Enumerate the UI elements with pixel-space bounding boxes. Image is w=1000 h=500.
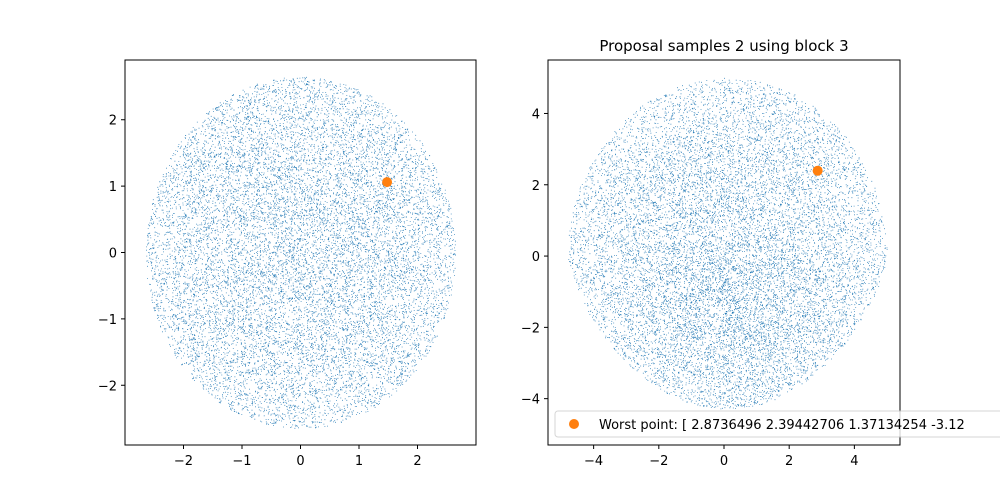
left-y-ticks: −2 −1 0 1 2 [98, 114, 125, 394]
left-x-tick-label: −1 [232, 454, 251, 469]
left-worst-point-marker [382, 177, 393, 188]
left-x-tick-label: 0 [296, 454, 304, 469]
right-y-tick-label: 0 [532, 250, 540, 265]
right-x-tick-label: 2 [785, 454, 793, 469]
right-y-tick-label: −4 [521, 393, 540, 408]
left-y-tick-label: 1 [109, 180, 117, 195]
right-x-ticks: −4 −2 0 2 4 [584, 445, 859, 469]
right-worst-point [812, 165, 823, 176]
legend: Worst point: [ 2.8736496 2.39442706 1.37… [554, 410, 1000, 438]
right-chart-title: Proposal samples 2 using block 3 [599, 37, 848, 55]
left-x-tick-label: 1 [355, 454, 363, 469]
left-y-tick-label: −2 [98, 379, 117, 394]
left-sample-cloud [146, 76, 456, 429]
left-y-tick-label: −1 [98, 313, 117, 328]
left-worst-point [382, 177, 393, 188]
right-worst-point-marker [812, 165, 823, 176]
left-y-tick-label: 2 [109, 114, 117, 129]
right-y-tick-label: −2 [521, 321, 540, 336]
right-y-tick-label: 4 [532, 107, 540, 122]
right-y-ticks: −4 −2 0 2 4 [521, 107, 548, 408]
right-x-tick-label: −4 [584, 454, 603, 469]
left-sample-points [146, 76, 456, 429]
legend-label: Worst point: [ 2.8736496 2.39442706 1.37… [599, 418, 965, 433]
legend-box [554, 410, 1000, 438]
right-y-tick-label: 2 [532, 179, 540, 194]
left-x-tick-label: −2 [174, 454, 193, 469]
right-x-tick-label: 4 [850, 454, 858, 469]
right-x-tick-label: 0 [720, 454, 728, 469]
left-x-ticks: −2 −1 0 1 2 [174, 445, 422, 469]
left-y-tick-label: 0 [109, 247, 117, 262]
right-scatter-plot: Proposal samples 2 using block 3 −4 −2 0 2 4… [521, 37, 1000, 469]
right-x-tick-label: −2 [649, 454, 668, 469]
left-x-tick-label: 2 [413, 454, 421, 469]
left-scatter-plot: −2 −1 0 1 2 −2 −1 0 1 2 [98, 59, 477, 469]
legend-marker [569, 419, 579, 429]
